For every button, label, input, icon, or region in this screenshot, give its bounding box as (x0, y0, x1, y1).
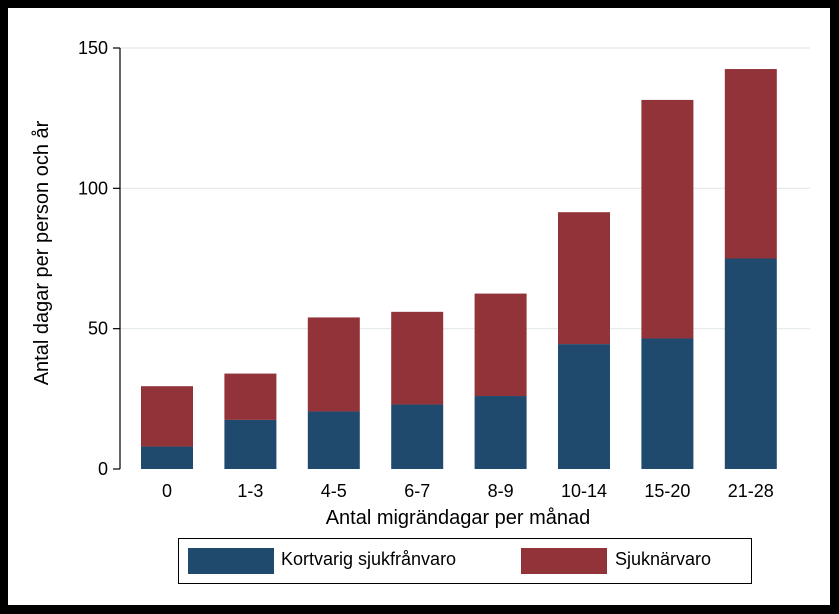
x-tick-label: 0 (162, 481, 172, 501)
bar-segment-kortvarig-0 (141, 446, 193, 469)
y-ticks: 0 50 100 150 (78, 38, 120, 479)
bar-segment-kortvarig-8-9 (474, 396, 527, 469)
y-axis-title: Antal dagar per person och år (31, 120, 53, 385)
bar-segment-sjuknarvaro-0 (141, 386, 193, 447)
legend: Kortvarig sjukfrånvaro Sjuknärvaro (178, 538, 752, 584)
x-axis-title: Antal migrändagar per månad (326, 507, 591, 529)
bar-segment-kortvarig-21-28 (724, 258, 777, 469)
bar-segment-sjuknarvaro-6-7 (391, 311, 444, 405)
x-ticks: 0 1-3 4-5 6-7 8-9 10-14 15-20 21-28 (162, 481, 774, 501)
y-tick-label: 50 (88, 319, 108, 339)
legend-swatch-sjuknarvaro (521, 548, 607, 574)
bar-segment-sjuknarvaro-8-9 (474, 293, 527, 397)
legend-label-kortvarig: Kortvarig sjukfrånvaro (281, 549, 457, 569)
bar-segment-sjuknarvaro-4-5 (307, 317, 360, 412)
bar-segment-sjuknarvaro-15-20 (641, 99, 694, 339)
x-tick-label: 15-20 (644, 481, 690, 501)
bar-segment-sjuknarvaro-1-3 (224, 373, 277, 420)
bar-segment-kortvarig-6-7 (391, 404, 444, 469)
chart-frame: 0 50 100 150 0 1-3 4-5 6-7 8-9 10-14 15-20 21-28 A… (8, 8, 830, 605)
bar-segment-kortvarig-4-5 (307, 411, 360, 469)
x-tick-label: 21-28 (728, 481, 774, 501)
x-tick-label: 1-3 (237, 481, 263, 501)
x-tick-label: 6-7 (404, 481, 430, 501)
x-tick-label: 10-14 (561, 481, 607, 501)
bar-segment-sjuknarvaro-10-14 (558, 212, 610, 345)
stacked-bar-chart: 0 50 100 150 0 1-3 4-5 6-7 8-9 10-14 15-20 21-28 A… (31, 38, 810, 529)
legend-label-sjuknarvaro: Sjuknärvaro (615, 549, 712, 569)
y-tick-label: 0 (98, 459, 108, 479)
y-tick-label: 150 (78, 38, 108, 58)
gridlines (120, 47, 810, 330)
legend-swatch-kortvarig (188, 548, 274, 574)
y-tick-label: 100 (78, 178, 108, 198)
bar-segment-kortvarig-1-3 (224, 419, 277, 469)
bar-segment-sjuknarvaro-21-28 (724, 69, 777, 259)
bars (141, 69, 777, 469)
bar-segment-kortvarig-10-14 (558, 344, 610, 469)
x-tick-label: 4-5 (321, 481, 347, 501)
x-tick-label: 8-9 (488, 481, 514, 501)
bar-segment-kortvarig-15-20 (641, 338, 694, 469)
